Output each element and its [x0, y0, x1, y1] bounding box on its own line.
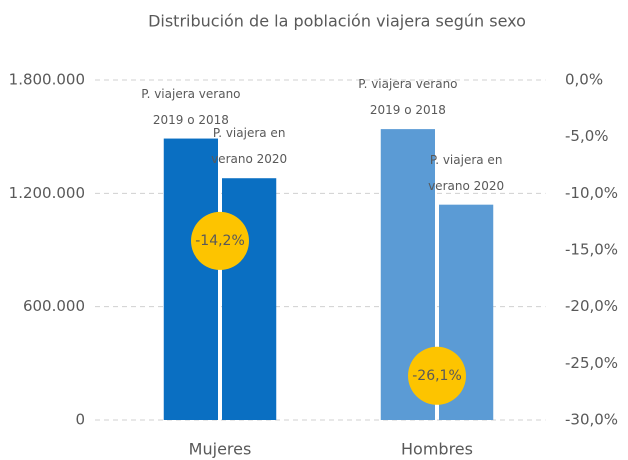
y-tick-label: 600.000 — [23, 297, 85, 315]
series-label-text: P. viajera verano 2019 o 2018 — [141, 86, 241, 127]
series-label: P. viajera verano 2019 o 2018 — [358, 77, 458, 118]
y2-tick-label: -5,0% — [565, 127, 609, 145]
change-marker — [408, 346, 466, 405]
y2-tick-label: 0,0% — [565, 71, 603, 89]
y2-tick-label: -10,0% — [565, 184, 618, 202]
series-label: P. viajera verano 2019 o 2018 — [141, 86, 241, 127]
y2-tick-label: -30,0% — [565, 411, 618, 429]
x-tick-label: Hombres — [401, 440, 473, 459]
y2-tick-label: -25,0% — [565, 354, 618, 372]
bar — [163, 138, 218, 421]
change-marker — [191, 211, 249, 270]
y-tick-label: 1.200.000 — [9, 184, 85, 202]
series-label: P. viajera en verano 2020 — [428, 152, 505, 193]
series-label-text: P. viajera en verano 2020 — [211, 126, 288, 167]
y-tick-label: 0 — [75, 411, 85, 429]
change-label: -14,2% — [195, 233, 245, 249]
chart-title: Distribución de la población viajera seg… — [148, 12, 526, 31]
series-label-text: P. viajera en verano 2020 — [428, 152, 505, 193]
series-label: P. viajera en verano 2020 — [211, 126, 288, 167]
x-tick-label: Mujeres — [189, 440, 252, 459]
y2-tick-label: -20,0% — [565, 297, 618, 315]
y-tick-label: 1.800.000 — [9, 71, 85, 89]
change-label: -26,1% — [412, 368, 462, 384]
series-label-text: P. viajera verano 2019 o 2018 — [358, 77, 458, 118]
y2-tick-label: -15,0% — [565, 241, 618, 259]
